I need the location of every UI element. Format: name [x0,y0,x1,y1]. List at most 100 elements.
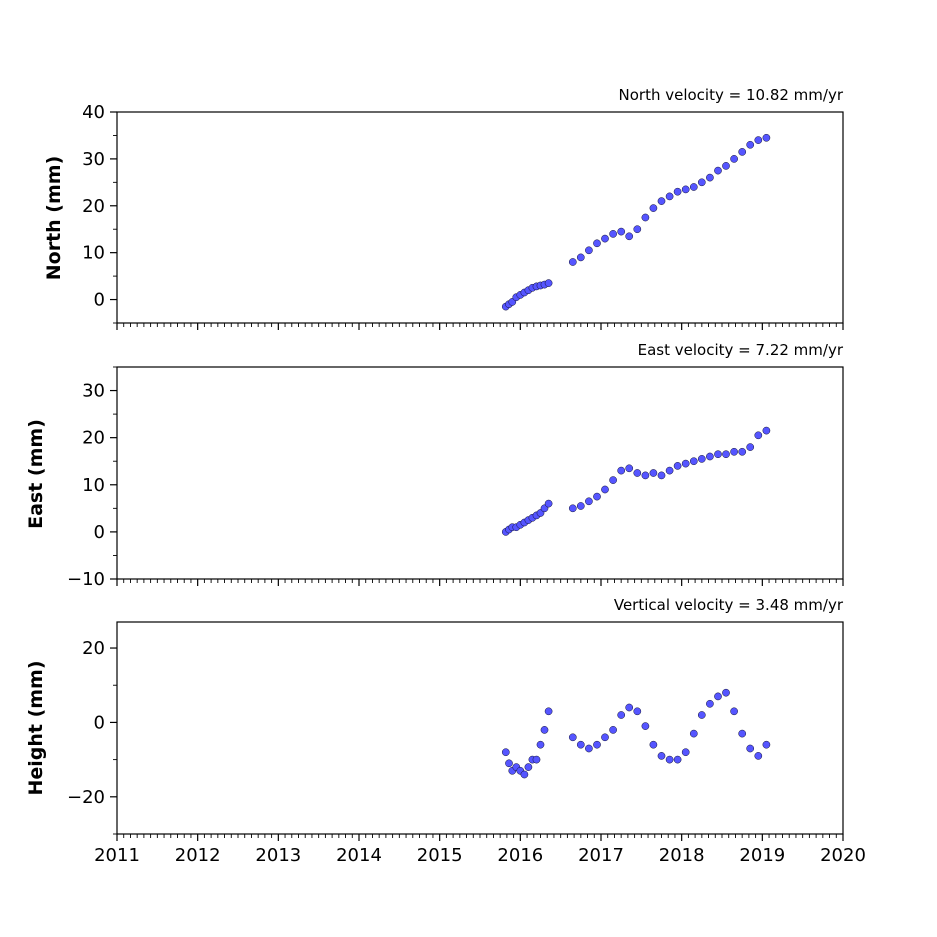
height-point [501,748,510,757]
height-point [601,733,609,742]
north-point [665,192,674,201]
height-point [722,688,730,697]
east-point [754,431,763,440]
height-point [633,707,642,716]
height-point [665,755,674,764]
east-point [609,476,617,484]
north-point [762,133,771,142]
north-point [576,253,585,262]
height-point [568,733,577,742]
east-y-tick-label: −10 [67,569,105,590]
east-ylabel: East (mm) [25,419,47,529]
height-point [738,729,747,738]
east-y-tick-label: 30 [82,381,105,402]
north-point [593,239,601,248]
east-point [762,426,771,435]
east-point [746,443,755,451]
height-point [609,726,617,734]
height-point [649,740,658,749]
north-point [738,148,747,156]
height-point [536,740,545,749]
height-x-tick-label: 2016 [497,845,543,866]
east-y-tick-label: 20 [82,428,105,449]
east-point [625,464,634,473]
height-x-tick-label: 2018 [659,845,705,866]
north-point [617,227,626,236]
north-point [754,136,763,144]
north-point [706,173,714,182]
height-point [544,707,553,716]
height-point [625,703,634,712]
east-ticks: −10 0 10 20 30 [67,366,844,590]
north-y-tick-label: 40 [82,102,105,123]
east-y-tick-label: 0 [94,522,105,543]
east-point [673,462,682,470]
east-point [738,447,747,456]
east-point [730,447,738,456]
height-point [714,692,722,701]
height-point [689,729,698,738]
height-x-tick-label: 2019 [739,845,785,866]
height-x-tick-label: 2013 [255,845,301,866]
height-x-tick-label: 2017 [578,845,624,866]
north-point [585,246,593,255]
height-x-tick-label: 2014 [336,845,382,866]
height-point [657,752,666,760]
height-y-tick-label: −20 [67,787,105,808]
east-point [697,455,706,463]
north-point [730,155,738,163]
height-point [524,763,533,771]
height-x-tick-label: 2020 [820,845,866,866]
east-point [641,471,650,480]
north-point [633,225,642,234]
height-point [540,726,549,734]
north-ticks: 0 10 20 30 40 [82,102,844,330]
north-points [501,133,771,311]
east-point [576,502,585,510]
east-point [649,469,658,477]
height-y-tick-label: 20 [82,638,105,659]
east-panel: East velocity = 7.22 mm/yr East (mm) −10… [25,341,844,590]
north-y-tick-label: 20 [82,196,105,217]
east-point [681,459,690,468]
east-point [706,452,714,461]
east-point [665,466,674,475]
north-point [673,187,682,196]
height-axes-frame [116,621,844,835]
height-panel-title: Vertical velocity = 3.48 mm/yr [614,596,844,614]
east-point [585,497,593,506]
north-point [681,185,690,194]
height-point [762,740,771,749]
height-panel: Vertical velocity = 3.48 mm/yr Height (m… [25,596,866,866]
north-panel-title: North velocity = 10.82 mm/yr [619,86,844,104]
east-point [544,499,553,508]
height-point [617,711,626,719]
east-point [568,504,577,513]
north-point [609,230,617,238]
north-ylabel: North (mm) [43,156,65,281]
north-point [697,178,706,187]
north-y-tick-label: 10 [82,243,105,264]
height-point [746,744,755,753]
north-point [625,232,634,241]
east-y-tick-label: 10 [82,475,105,496]
height-ticks: 2011 2012 2013 2014 2015 2016 2017 2018 2019 2020… [67,638,866,866]
north-point [601,234,609,243]
east-point [714,450,722,459]
height-point [730,707,738,716]
east-point [633,469,642,477]
north-axes-frame [116,111,844,324]
north-point [722,162,730,170]
height-point [641,722,650,730]
east-point [689,457,698,466]
height-point [697,711,706,719]
height-point [532,755,541,764]
height-point [593,740,601,749]
north-point [689,183,698,191]
height-ylabel: Height (mm) [25,660,47,795]
north-y-tick-label: 0 [94,290,105,311]
height-points [501,688,771,779]
height-point [681,748,690,757]
north-point [657,197,666,205]
